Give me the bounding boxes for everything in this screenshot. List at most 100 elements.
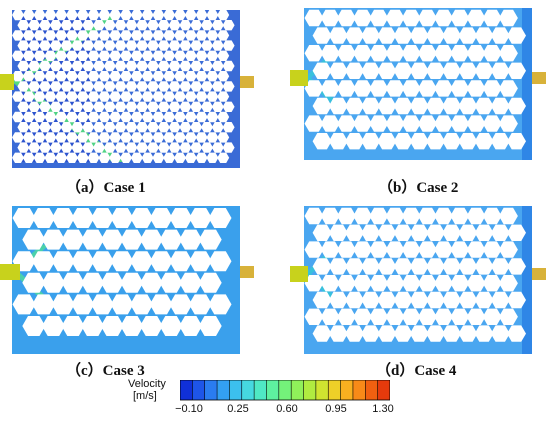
hexagon-cell <box>206 50 219 61</box>
hexagon-cell <box>141 50 154 61</box>
hexagon-cell <box>110 251 134 272</box>
hexagon-cell <box>417 207 437 225</box>
hexagon-cell <box>482 80 502 97</box>
hexagon-cell <box>110 208 134 228</box>
hexagon-cell <box>51 208 75 228</box>
hexagon-cell <box>401 308 421 325</box>
hexagon-cell <box>369 80 389 97</box>
hexagon-cell <box>17 122 30 133</box>
hexagon-cell <box>71 60 84 72</box>
hexagon-cell <box>377 258 397 275</box>
colorbar-segment <box>254 380 267 400</box>
hexagon-cell <box>28 40 41 51</box>
colorbar-segment <box>217 380 230 400</box>
hexagon-cell <box>71 81 84 92</box>
hexagon-cell <box>49 81 62 92</box>
hexagon-cell <box>490 258 510 275</box>
hexagon-cell <box>474 62 494 79</box>
hexagon-cell <box>109 30 122 41</box>
hexagon-cell <box>458 325 478 342</box>
hexagon-cell <box>168 60 181 72</box>
hexagon-cell <box>179 142 192 153</box>
hexagon-cell <box>152 9 165 21</box>
hexagon-cell <box>498 207 518 225</box>
hexagon-cell <box>482 9 502 27</box>
hexagon-cell <box>426 97 445 115</box>
outlet-pipe <box>532 72 546 84</box>
hexagon-cell <box>125 40 138 51</box>
hexagon-cell <box>336 241 356 258</box>
hexagon-cell <box>44 50 57 61</box>
hexagon-cell <box>458 133 478 150</box>
hexagon-cell <box>377 325 397 342</box>
hexagon-cell <box>184 9 197 21</box>
hexagon-cell <box>320 45 340 62</box>
hexagon-cell <box>328 224 348 241</box>
hexagon-cell <box>141 111 154 123</box>
hexagon-cell <box>60 60 73 72</box>
hexagon-cell <box>33 91 46 102</box>
hexagon-cell <box>44 111 57 123</box>
hexagon-cell <box>179 272 203 293</box>
hexagon-cell <box>33 30 46 41</box>
hexagon-cell <box>195 152 208 163</box>
hexagon-cell <box>498 9 518 27</box>
hexagon-cell <box>109 111 122 123</box>
hexagon-cell <box>320 9 340 27</box>
hexagon-cell <box>450 115 470 132</box>
hexagon-cell <box>159 229 183 250</box>
hexagon-cell <box>33 152 46 163</box>
hexagon-cell <box>353 45 373 62</box>
hexagon-cell <box>336 275 356 292</box>
hexagon-cell <box>55 30 68 41</box>
hexagon-cell <box>28 60 41 72</box>
hexagon-cell <box>385 308 405 325</box>
hexagon-cell <box>328 27 348 44</box>
hexagon-cell <box>401 241 421 258</box>
hexagon-cell <box>179 101 192 112</box>
hexagon-cell <box>147 40 159 51</box>
hexagon-cell <box>466 80 486 97</box>
hexagon-cell <box>222 142 235 153</box>
hexagon-cell <box>385 207 405 225</box>
hexagon-cell <box>93 142 105 153</box>
hexagon-cell <box>211 40 224 51</box>
hexagon-cell <box>361 133 381 150</box>
velocity-legend: Velocity [m/s] −0.10 0.25 0.60 0.95 1.30 <box>0 378 550 423</box>
hexagon-cell <box>434 308 454 325</box>
tick-label-2: 0.60 <box>276 403 298 415</box>
hexagon-cell <box>361 258 381 275</box>
hexagon-cell <box>61 316 85 336</box>
hexagon-cell <box>66 111 78 123</box>
hexagon-cell <box>163 30 176 41</box>
hexagon-cell <box>490 291 510 309</box>
hexagon-cell <box>304 207 324 225</box>
hexagon-cell <box>222 40 235 51</box>
hexagon-cell <box>208 294 232 315</box>
hexagon-cell <box>385 241 405 258</box>
hexagon-cell <box>147 20 159 31</box>
hexagon-cell <box>87 111 100 123</box>
hexagon-cell <box>17 40 30 51</box>
hexagon-cell <box>450 45 470 62</box>
hexagon-cell <box>125 81 138 92</box>
colorbar-segment <box>315 380 329 400</box>
hexagon-cell <box>51 251 75 272</box>
hexagon-cell <box>426 224 445 241</box>
hexagon-cell <box>361 325 381 342</box>
hexagon-cells <box>12 9 235 163</box>
hexagon-cell <box>147 81 159 92</box>
hexagon-cell <box>87 30 100 41</box>
hexagon-cell <box>12 30 24 41</box>
colorbar-frame <box>180 380 390 401</box>
hexagon-cell <box>120 316 144 336</box>
hexagon-cell <box>60 122 73 133</box>
hexagon-cell <box>120 272 144 293</box>
hexagon-cell <box>206 152 219 163</box>
hexagon-cell <box>442 62 462 79</box>
hexagon-cell <box>163 132 176 143</box>
hexagon-cell <box>82 142 95 153</box>
hexagon-cell <box>103 101 116 112</box>
hexagon-cell <box>188 251 212 272</box>
hexagon-cell <box>450 9 470 27</box>
